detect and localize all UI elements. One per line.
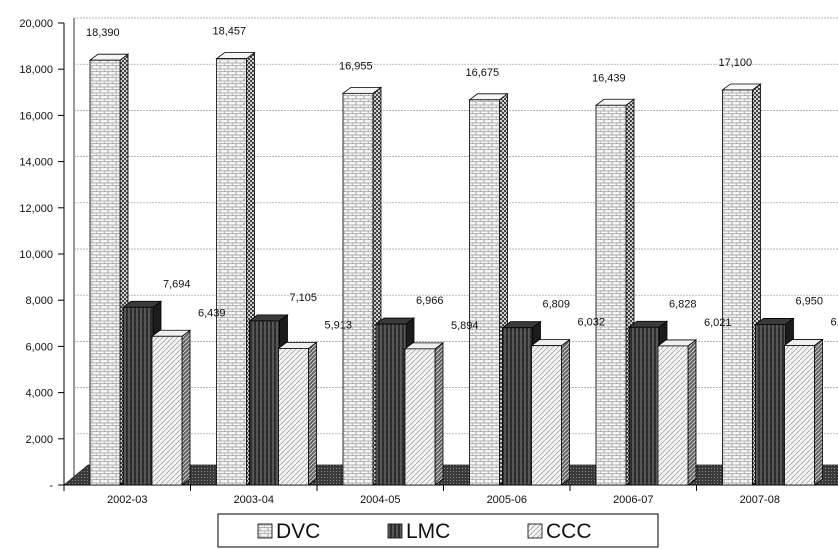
bar-side-face	[181, 329, 191, 486]
data-label-dvc: 18,390	[86, 27, 120, 39]
bar-front-face	[755, 324, 786, 486]
legend: DVC LMC CCC	[217, 513, 659, 548]
bar-front-face	[595, 104, 627, 486]
bar-front-face	[375, 323, 407, 486]
bar-front-face	[89, 59, 121, 486]
legend-label-ccc: CCC	[546, 520, 592, 543]
bar-side-face	[561, 338, 570, 486]
data-label-ccc: 5,913	[325, 319, 353, 331]
bar-side-face	[434, 342, 444, 486]
bar-ccc	[277, 341, 318, 486]
bar-dvc	[594, 98, 636, 486]
bar-dvc	[88, 53, 130, 486]
data-label-dvc: 16,439	[592, 72, 626, 84]
bar-lmc	[501, 320, 542, 486]
legend-swatch-lmc	[387, 523, 403, 539]
bar-front-face	[502, 327, 533, 486]
y-tick-label: 6,000	[25, 341, 53, 353]
legend-swatch-dvc	[257, 523, 273, 539]
data-label-dvc: 18,457	[213, 26, 247, 38]
legend-box	[217, 513, 659, 548]
bar-front-face	[469, 99, 500, 486]
bar-front-face	[151, 335, 183, 486]
y-tick-label: 16,000	[19, 110, 53, 122]
y-tick-label: 20,000	[19, 18, 53, 30]
bar-side-face	[814, 338, 823, 486]
y-tick-label: 12,000	[19, 203, 53, 215]
data-label-dvc: 17,100	[719, 57, 753, 69]
legend-swatch-ccc	[527, 523, 543, 539]
y-tick-label: 8,000	[25, 295, 53, 307]
bar-ccc	[403, 342, 445, 486]
data-label-lmc: 6,809	[543, 299, 571, 311]
bar-ccc	[783, 338, 824, 486]
bar-ccc	[530, 338, 571, 486]
bar-side-face	[308, 341, 317, 486]
y-tick-label: 14,000	[19, 157, 53, 169]
bar-front-face	[249, 320, 280, 486]
legend-label-lmc: LMC	[406, 520, 450, 543]
bar-front-face	[722, 89, 753, 486]
bar-front-face	[278, 348, 309, 486]
x-tick-label: 2007-08	[740, 494, 780, 506]
x-tick-label: 2005-06	[487, 494, 527, 506]
x-tick-label: 2002-03	[107, 494, 147, 506]
bar-front-face	[404, 348, 436, 486]
bar-dvc	[341, 86, 383, 486]
bar-side-face	[687, 339, 697, 486]
data-label-lmc: 7,694	[163, 278, 191, 290]
bar-ccc	[150, 329, 192, 486]
bar-front-face	[122, 306, 154, 486]
bar-front-face	[784, 345, 815, 486]
x-tick-label: 2006-07	[613, 494, 653, 506]
bar-ccc	[656, 339, 698, 486]
y-tick-label: -	[49, 480, 53, 492]
bar-front-face	[628, 326, 660, 486]
bar-dvc	[721, 83, 762, 486]
data-label-lmc: 7,105	[290, 292, 318, 304]
y-tick-label: 18,000	[19, 64, 53, 76]
y-tick-label: 4,000	[25, 388, 53, 400]
bar-dvc	[215, 51, 256, 486]
bar-front-face	[342, 92, 374, 486]
legend-label-dvc: DVC	[276, 520, 320, 543]
data-label-ccc: 6,032	[578, 317, 606, 329]
data-label-ccc: 5,894	[451, 320, 479, 332]
bar-dvc	[468, 93, 509, 486]
bar-front-face	[216, 58, 247, 486]
bar-front-face	[657, 345, 689, 486]
y-tick-label: 10,000	[19, 249, 53, 261]
data-label-ccc: 6,021	[704, 317, 732, 329]
data-label-dvc: 16,955	[339, 60, 373, 72]
y-tick-label: 2,000	[25, 434, 53, 446]
data-label-ccc: 6,041	[831, 316, 838, 328]
x-tick-label: 2003-04	[234, 494, 274, 506]
data-label-lmc: 6,950	[796, 295, 824, 307]
data-label-ccc: 6,439	[198, 307, 226, 319]
data-label-dvc: 16,675	[466, 67, 500, 79]
data-label-lmc: 6,828	[669, 298, 697, 310]
x-tick-label: 2004-05	[360, 494, 400, 506]
bar-front-face	[531, 345, 562, 486]
data-label-lmc: 6,966	[416, 295, 444, 307]
